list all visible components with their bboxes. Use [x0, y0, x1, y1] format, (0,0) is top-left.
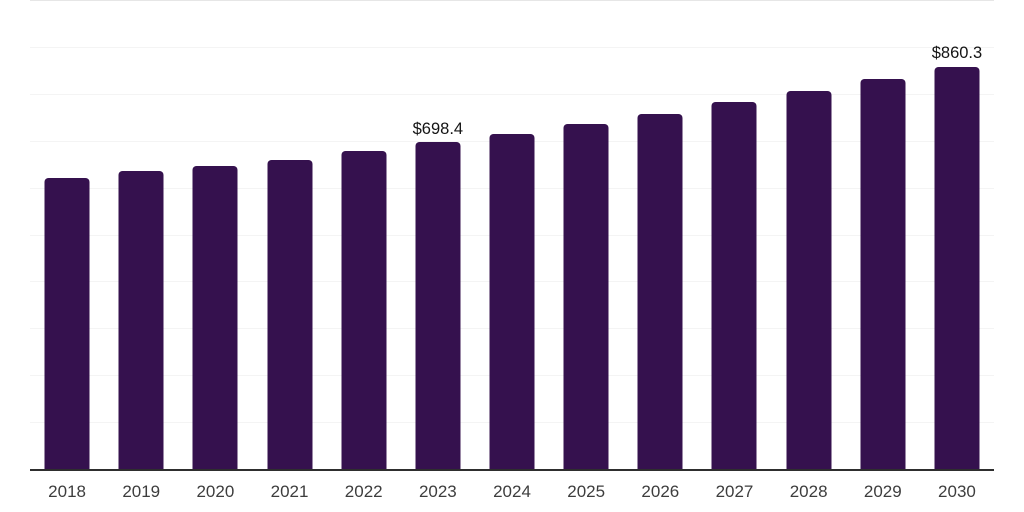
bar-2027 [711, 102, 757, 470]
bar-2026 [637, 114, 683, 470]
bar-band-2018 [30, 1, 104, 470]
bar-2028 [786, 91, 832, 470]
x-axis-tick-labels: 2018 2019 2020 2021 2022 2023 2024 2025 2026 2027… [30, 482, 994, 502]
bars-container: $698.4 $860.3 [30, 1, 994, 470]
plot-area: $698.4 $860.3 [30, 0, 994, 471]
bar-2019 [118, 170, 164, 470]
bar-band-2024 [475, 1, 549, 470]
bar-band-2029 [846, 1, 920, 470]
gridline-1000 [30, 0, 994, 1]
bar-band-2023: $698.4 [401, 1, 475, 470]
x-tick-label-2023: 2023 [418, 482, 457, 501]
x-tick-label-2020: 2020 [196, 482, 235, 501]
bar-band-2030: $860.3 [920, 1, 994, 470]
bar-2020 [192, 165, 238, 470]
x-tick-label-2018: 2018 [48, 482, 86, 501]
bar-band-2021 [252, 1, 326, 470]
gridline-800 [30, 93, 994, 95]
bar-band-2028 [772, 1, 846, 470]
bar-2022 [341, 151, 387, 470]
x-tick-label-2021: 2021 [270, 482, 309, 501]
bar-2018 [44, 177, 90, 470]
bar-2029 [860, 78, 906, 470]
bar-2023 [415, 142, 461, 470]
bar-band-2019 [104, 1, 178, 470]
x-axis-line [30, 469, 994, 471]
gridline-900 [30, 46, 994, 48]
bar-band-2025 [549, 1, 623, 470]
bar-2021 [267, 159, 313, 470]
bar-2025 [563, 123, 609, 470]
x-tick-label-2025: 2025 [567, 482, 606, 501]
x-tick-label-2030: 2030 [938, 482, 976, 501]
x-tick-label-2019: 2019 [122, 482, 161, 501]
bar-band-2027 [697, 1, 771, 470]
x-tick-label-2024: 2024 [493, 482, 531, 501]
data-label-2030: $860.3 [931, 44, 983, 63]
x-tick-label-2029: 2029 [863, 482, 902, 501]
x-tick-label-2026: 2026 [641, 482, 680, 501]
bar-2030 [934, 66, 980, 470]
bar-band-2022 [327, 1, 401, 470]
x-tick-label-2027: 2027 [715, 482, 754, 501]
bar-2024 [489, 133, 535, 470]
bar-band-2026 [623, 1, 697, 470]
bar-band-2020 [178, 1, 252, 470]
data-label-2023: $698.4 [412, 120, 464, 139]
x-tick-label-2028: 2028 [789, 482, 828, 501]
x-tick-label-2022: 2022 [344, 482, 383, 501]
